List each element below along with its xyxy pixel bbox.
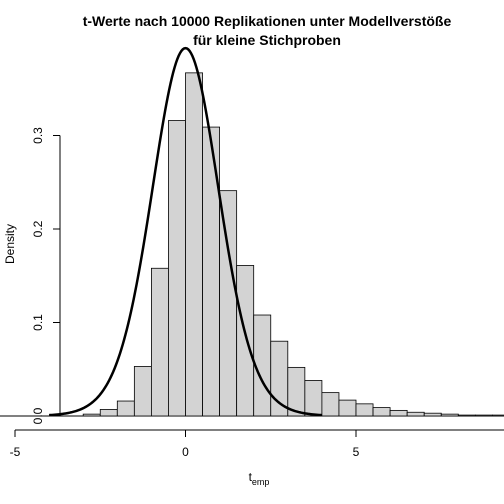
x-tick-label: 5 <box>353 445 360 459</box>
y-tick-label: 0.0 <box>31 407 45 424</box>
histogram-bar <box>406 411 425 417</box>
x-tick-label: -5 <box>10 445 21 459</box>
y-tick-label: 0.1 <box>31 314 45 331</box>
density-curve <box>49 46 322 417</box>
x-axis-label: temp <box>249 470 270 487</box>
chart-title-line2: für kleine Stichproben <box>193 32 341 48</box>
x-axis-label-subscript: emp <box>252 477 270 487</box>
histogram-bar <box>440 413 459 417</box>
histogram-bar <box>116 400 135 417</box>
x-tick-label: 0 <box>182 445 189 459</box>
y-axis-label: Density <box>3 224 17 264</box>
y-tick-label: 0.2 <box>31 220 45 237</box>
chart-title-line1: t-Werte nach 10000 Replikationen unter M… <box>83 13 452 29</box>
histogram-bar <box>372 407 391 417</box>
histogram-bar <box>321 392 340 417</box>
histogram-bar <box>389 409 408 417</box>
histogram-bar <box>150 267 169 417</box>
x-axis: -5051015 <box>10 429 504 459</box>
x-axis-label-main: t <box>249 470 253 484</box>
y-axis: 0.0 0.1 0.2 0.3 <box>31 127 61 424</box>
histogram-bar <box>457 414 476 417</box>
histogram-bar <box>270 340 289 417</box>
y-tick-label: 0.3 <box>31 127 45 144</box>
histogram-bar <box>99 409 118 417</box>
histogram-bar <box>82 413 101 417</box>
histogram-bar <box>133 366 152 417</box>
histogram-bars <box>0 72 504 417</box>
histogram-bar <box>185 72 203 417</box>
histogram-bar <box>491 414 504 417</box>
histogram-bar <box>423 412 442 417</box>
histogram-bar <box>355 403 374 417</box>
histogram-bar <box>474 414 493 417</box>
histogram-bar <box>338 399 357 417</box>
histogram-bar <box>236 265 255 417</box>
histogram-bar <box>168 120 186 417</box>
histogram-bar <box>202 126 221 417</box>
histogram-bar <box>304 380 323 417</box>
histogram-bar <box>219 190 238 417</box>
